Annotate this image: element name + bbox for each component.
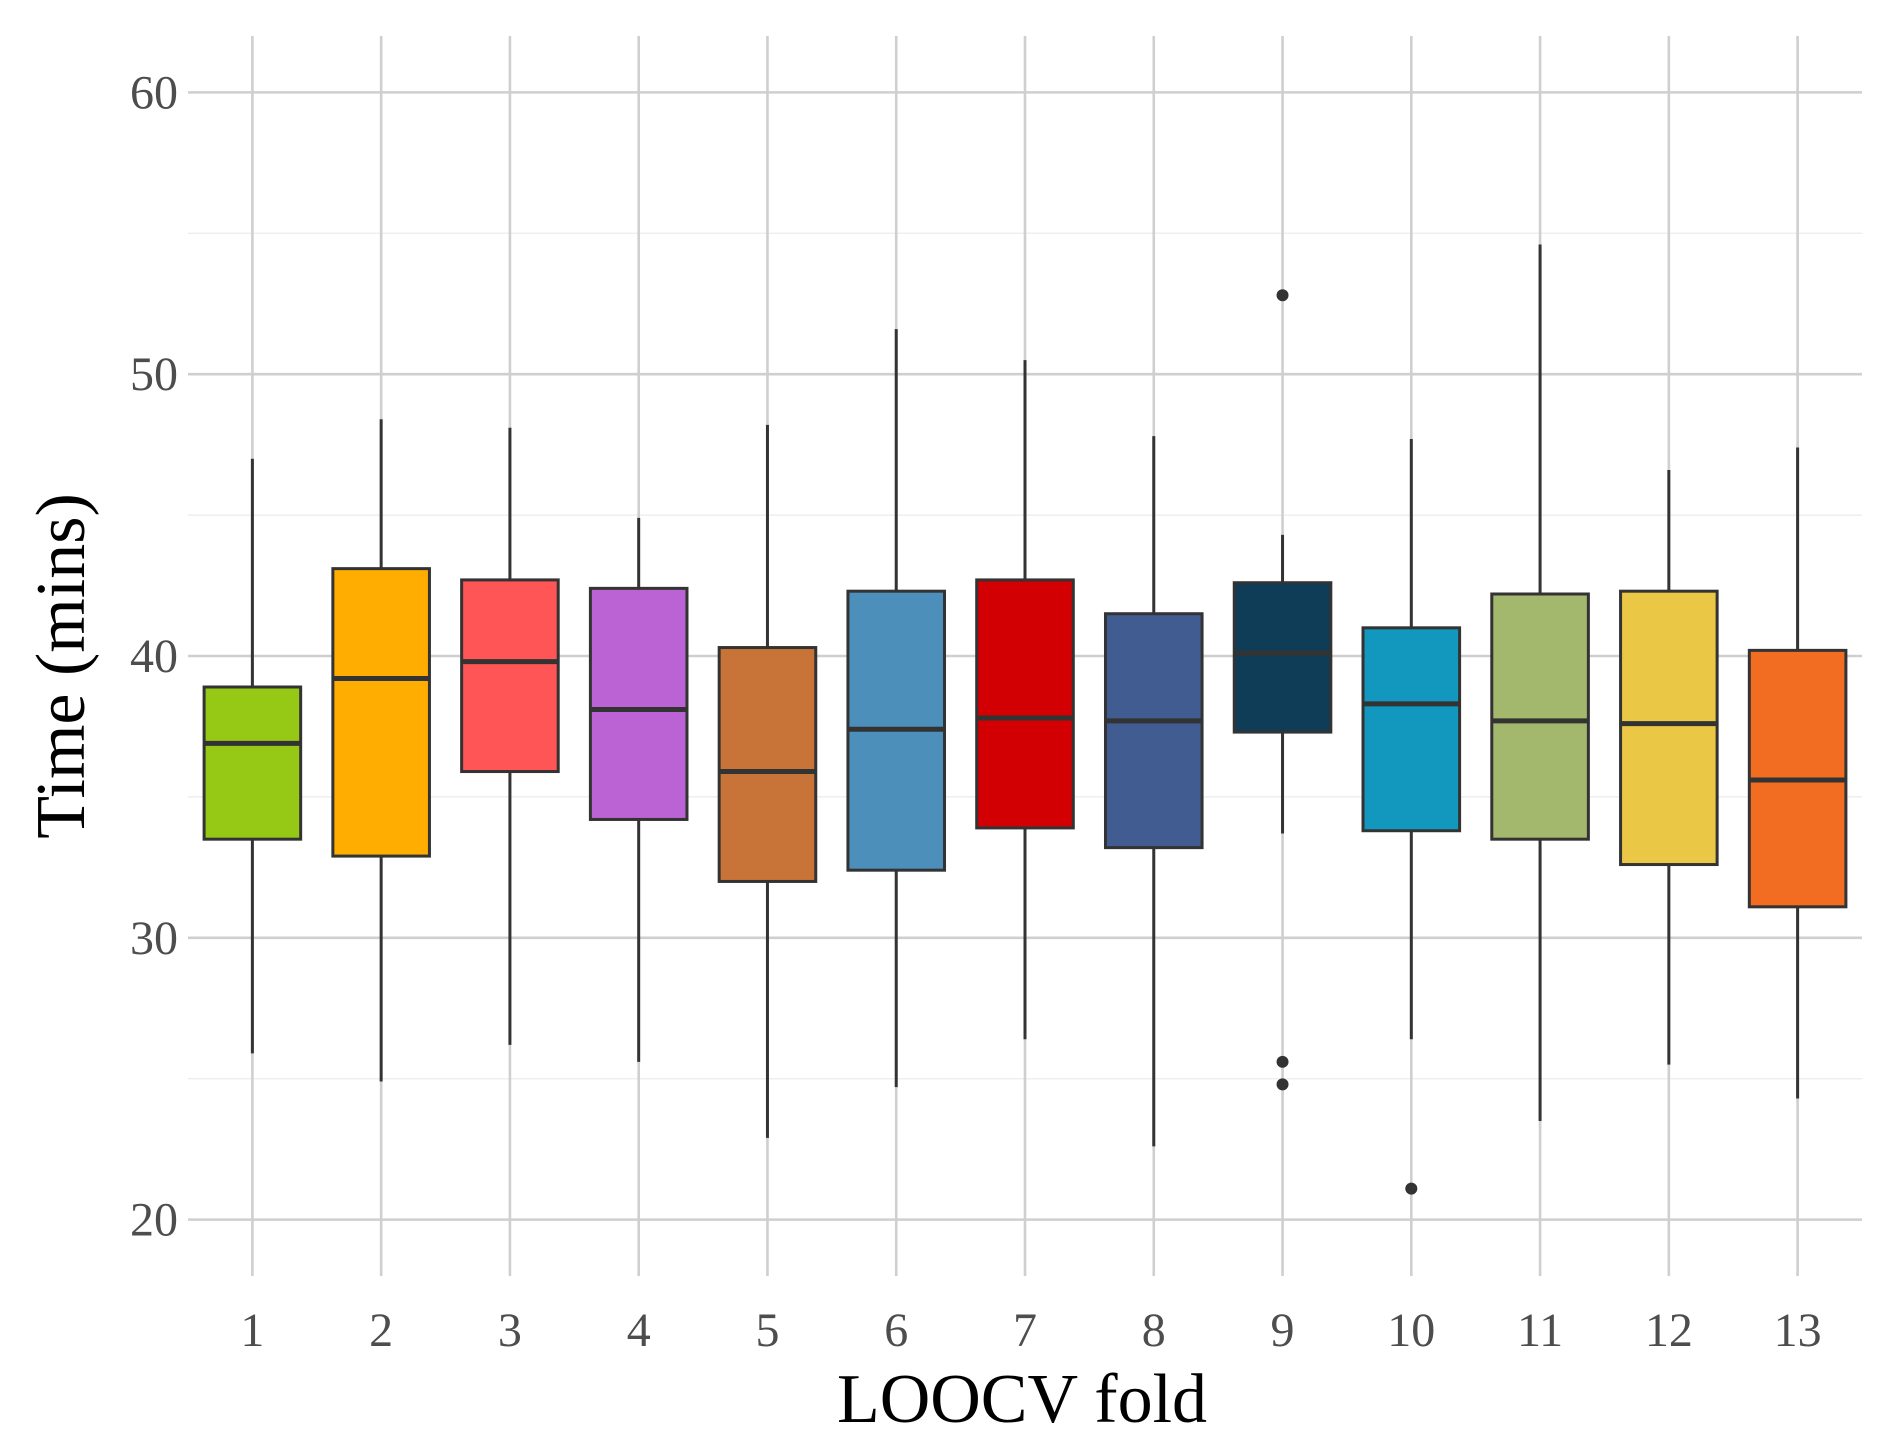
y-tick-labels: 20 30 40 50 60: [130, 66, 178, 1246]
box-fold-1: [202, 458, 303, 1054]
x-tick-label: 6: [884, 1304, 908, 1357]
x-tick-label: 11: [1517, 1304, 1563, 1357]
y-tick-label: 40: [130, 630, 178, 683]
box-fold-6: [846, 329, 947, 1088]
x-tick-label: 12: [1645, 1304, 1693, 1357]
box-iqr: [1619, 589, 1719, 867]
x-tick-label: 2: [369, 1304, 393, 1357]
x-tick-label: 7: [1013, 1304, 1037, 1357]
outlier-point: [1276, 1055, 1289, 1068]
box-fold-3: [460, 427, 560, 1045]
box-fold-4: [588, 517, 689, 1062]
box-fold-9: [1232, 289, 1333, 1091]
outlier-point: [1405, 1182, 1418, 1195]
x-tick-label: 5: [755, 1304, 779, 1357]
x-tick-label: 3: [498, 1304, 522, 1357]
box-iqr: [1361, 626, 1462, 833]
x-tick-label: 4: [627, 1304, 651, 1357]
box-iqr: [975, 578, 1075, 830]
box-iqr: [1490, 592, 1590, 841]
x-tick-labels: 1 2 3 4 5 6 7 8 9 10 11 12 13: [240, 1304, 1821, 1357]
box-fold-11: [1490, 244, 1590, 1121]
x-axis-title: LOOCV fold: [837, 1361, 1207, 1438]
box-iqr: [717, 646, 818, 883]
x-tick-label: 1: [240, 1304, 264, 1357]
y-tick-label: 30: [130, 912, 178, 965]
x-tick-label: 8: [1142, 1304, 1166, 1357]
box-fold-2: [331, 419, 431, 1082]
y-tick-label: 60: [130, 66, 178, 119]
box-fold-5: [717, 424, 818, 1138]
box-series: [202, 244, 1848, 1195]
box-iqr: [460, 578, 560, 774]
outlier-point: [1276, 1078, 1289, 1091]
box-iqr: [202, 685, 303, 841]
box-fold-12: [1619, 470, 1719, 1065]
x-tick-label: 9: [1271, 1304, 1295, 1357]
y-tick-label: 50: [130, 348, 178, 401]
box-fold-13: [1747, 447, 1848, 1099]
y-axis-title: Time (mins): [23, 493, 100, 839]
box-fold-7: [975, 360, 1075, 1040]
box-iqr: [588, 586, 689, 821]
box-fold-8: [1103, 436, 1204, 1147]
x-tick-label: 10: [1387, 1304, 1435, 1357]
box-iqr: [331, 567, 431, 858]
box-iqr: [1232, 581, 1333, 734]
outlier-point: [1276, 289, 1289, 302]
box-fold-10: [1361, 439, 1462, 1195]
y-tick-label: 20: [130, 1194, 178, 1247]
box-iqr: [1103, 612, 1204, 850]
x-tick-label: 13: [1774, 1304, 1822, 1357]
